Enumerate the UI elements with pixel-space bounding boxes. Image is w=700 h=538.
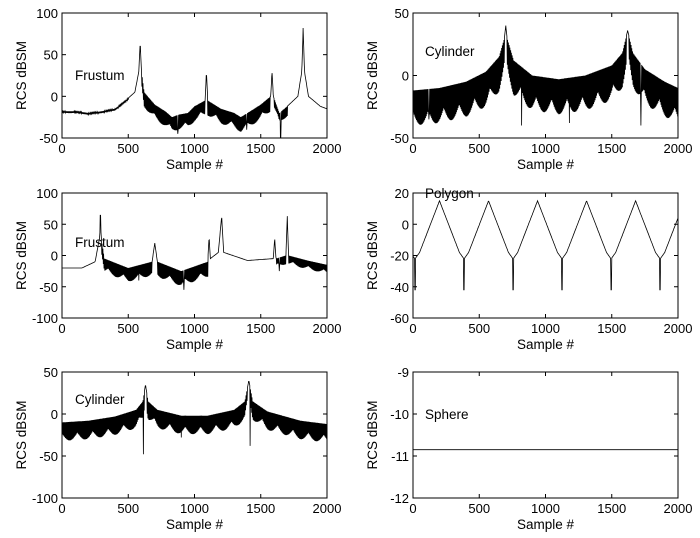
- y-axis-label: RCS dBSM: [14, 221, 29, 290]
- x-tick-label: 0: [409, 501, 416, 516]
- x-tick-label: 500: [117, 141, 139, 156]
- x-tick-label: 1000: [180, 321, 209, 336]
- y-tick-label: 20: [395, 186, 409, 201]
- y-tick-label: -100: [32, 311, 58, 326]
- x-tick-label: 2000: [664, 321, 693, 336]
- series-line: [62, 214, 328, 290]
- panel-label: Cylinder: [425, 44, 475, 59]
- subplot-3: 0 500 1000 1500 2000 -100 -50 0 50 100 Sample # RCS…: [14, 186, 341, 352]
- y-tick-label: -9: [397, 365, 409, 380]
- x-axis-label: Sample #: [517, 517, 575, 532]
- panel-label: Frustum: [75, 68, 125, 83]
- x-axis-label: Sample #: [166, 337, 224, 352]
- y-tick-label: -60: [390, 311, 409, 326]
- x-tick-label: 0: [58, 141, 65, 156]
- x-tick-label: 1500: [246, 141, 275, 156]
- x-tick-label: 2000: [313, 321, 342, 336]
- subplot-5: 0 500 1000 1500 2000 -100 -50 0 50 Sample # RCS dB…: [14, 365, 341, 532]
- x-tick-label: 1000: [531, 141, 560, 156]
- series-line: [412, 199, 679, 291]
- y-tick-label: -50: [39, 449, 58, 464]
- x-tick-label: 1500: [246, 321, 275, 336]
- y-tick-label: 0: [51, 249, 58, 264]
- x-axis-label: Sample #: [166, 157, 224, 172]
- series-line: [412, 25, 679, 126]
- y-tick-label: 50: [44, 365, 58, 380]
- x-tick-label: 500: [468, 321, 490, 336]
- x-tick-label: 0: [409, 321, 416, 336]
- y-tick-label: 100: [36, 6, 58, 21]
- y-axis-label: RCS dBSM: [14, 41, 29, 110]
- panel-label: Polygon: [425, 186, 474, 201]
- y-tick-label: 0: [402, 69, 409, 84]
- x-tick-label: 1500: [597, 321, 626, 336]
- x-tick-label: 500: [117, 321, 139, 336]
- y-axis-label: RCS dBSM: [365, 221, 380, 290]
- x-tick-label: 2000: [313, 501, 342, 516]
- x-tick-label: 1000: [180, 141, 209, 156]
- y-axis-label: RCS dBSM: [365, 400, 380, 469]
- panel-label: Frustum: [75, 235, 125, 250]
- x-tick-label: 1500: [597, 141, 626, 156]
- y-tick-label: -20: [390, 249, 409, 264]
- y-axis-label: RCS dBSM: [365, 41, 380, 110]
- x-tick-label: 2000: [313, 141, 342, 156]
- y-axis-label: RCS dBSM: [14, 400, 29, 469]
- x-tick-label: 2000: [664, 141, 693, 156]
- y-tick-label: -50: [390, 131, 409, 146]
- x-axis-label: Sample #: [517, 337, 575, 352]
- y-tick-label: -12: [390, 491, 409, 506]
- x-axis-label: Sample #: [166, 517, 224, 532]
- series-line: [61, 381, 328, 455]
- x-tick-label: 0: [409, 141, 416, 156]
- x-tick-label: 1000: [531, 501, 560, 516]
- subplot-4: 0 500 1000 1500 2000 -60 -40 -20 0 20 Sample # RCS …: [365, 186, 692, 352]
- x-tick-label: 2000: [664, 501, 693, 516]
- x-tick-label: 500: [117, 501, 139, 516]
- y-tick-label: 0: [402, 217, 409, 232]
- series-line: [61, 27, 328, 139]
- panel-label: Sphere: [425, 407, 469, 422]
- x-tick-label: 0: [58, 321, 65, 336]
- y-tick-label: 50: [44, 217, 58, 232]
- y-tick-label: -50: [39, 131, 58, 146]
- x-tick-label: 1500: [246, 501, 275, 516]
- x-tick-label: 1000: [531, 321, 560, 336]
- y-tick-label: 0: [51, 407, 58, 422]
- subplot-6: 0 500 1000 1500 2000 -12 -11 -10 -9 Sample # RCS d…: [365, 365, 692, 532]
- y-tick-label: -10: [390, 407, 409, 422]
- y-tick-label: 50: [395, 6, 409, 21]
- x-tick-label: 1500: [597, 501, 626, 516]
- x-tick-label: 500: [468, 141, 490, 156]
- axes-box: [61, 192, 328, 319]
- x-axis-label: Sample #: [517, 157, 575, 172]
- y-tick-label: 100: [36, 186, 58, 201]
- y-tick-label: -40: [390, 280, 409, 295]
- axes-box: [412, 192, 679, 319]
- axes-box: [412, 371, 679, 499]
- y-tick-label: -11: [391, 449, 409, 464]
- y-tick-label: -50: [39, 280, 58, 295]
- x-tick-label: 0: [58, 501, 65, 516]
- panel-label: Cylinder: [75, 392, 125, 407]
- x-tick-label: 1000: [180, 501, 209, 516]
- y-tick-label: 0: [51, 89, 58, 104]
- y-tick-label: -100: [32, 491, 58, 506]
- x-tick-label: 500: [468, 501, 490, 516]
- y-tick-label: 50: [44, 48, 58, 63]
